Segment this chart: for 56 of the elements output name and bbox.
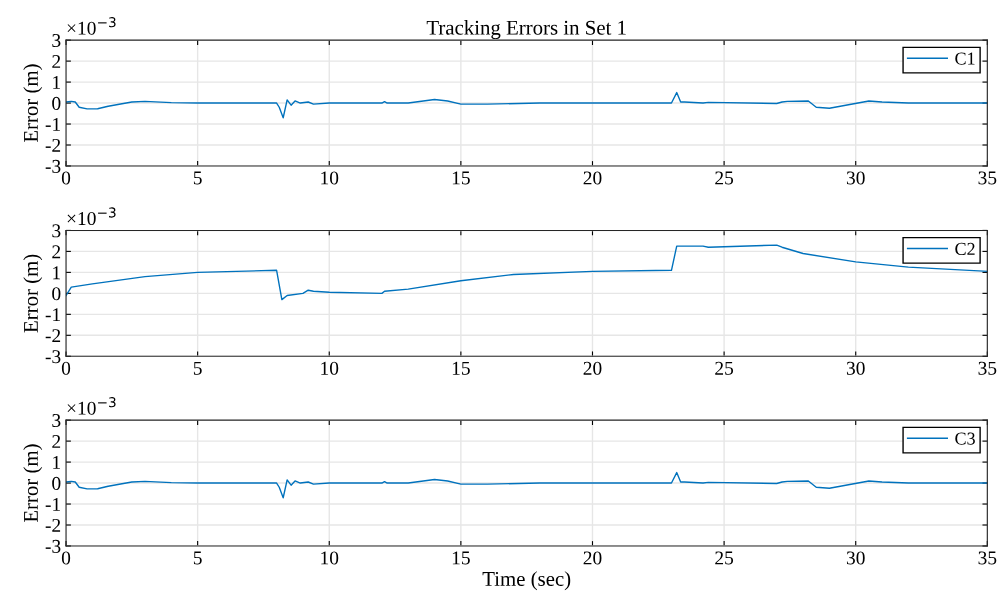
y-tick-label: 2 <box>52 54 61 68</box>
x-tick-label: 20 <box>583 361 602 375</box>
y-tick-label: -3 <box>45 159 61 173</box>
y-tick-label: 3 <box>52 224 61 238</box>
y-axis-title: Error (m) <box>23 64 43 143</box>
text: ×10$^{−3}$ <box>67 17 116 35</box>
y-tick-label: 1 <box>53 266 60 280</box>
y-tick-label: -2 <box>45 518 61 532</box>
y-tick-label: -1 <box>45 308 60 322</box>
x-tick-label: 5 <box>193 361 202 375</box>
x-tick-label: 5 <box>193 171 202 185</box>
y-tick-label: -1 <box>45 497 60 511</box>
line-series <box>66 91 988 119</box>
x-axis-title: Time (sec) <box>482 571 571 591</box>
x-tick-label: 10 <box>321 361 339 375</box>
y-tick-label: 2 <box>52 434 61 448</box>
legend-label: C1 <box>955 52 975 65</box>
x-tick-label: 20 <box>583 551 602 565</box>
y-tick-label: 3 <box>52 414 61 428</box>
line-series <box>66 471 988 499</box>
text: ×10$^{−3}$ <box>67 397 116 415</box>
y-axis-title: Error (m) <box>23 254 43 333</box>
x-tick-label: 30 <box>846 361 865 375</box>
y-tick-label: -3 <box>45 350 61 364</box>
x-tick-label: 30 <box>846 171 865 185</box>
text: ×10$^{−3}$ <box>67 207 116 226</box>
x-tick-label: 35 <box>978 171 997 185</box>
x-tick-label: 25 <box>715 361 734 375</box>
y-tick-label: 1 <box>53 455 60 469</box>
y-tick-label: 3 <box>52 34 61 48</box>
x-tick-label: 35 <box>978 361 997 375</box>
chart-title: Tracking Errors in Set 1 <box>426 20 626 40</box>
line-series <box>66 244 988 301</box>
y-axis-title: Error (m) <box>23 444 43 523</box>
y-tick-label: 2 <box>52 245 61 259</box>
y-tick-label: 0 <box>52 287 61 301</box>
x-tick-label: 15 <box>452 171 470 185</box>
x-tick-label: 10 <box>321 171 339 185</box>
x-tick-label: 25 <box>715 551 734 565</box>
x-tick-label: 10 <box>321 551 339 565</box>
y-tick-label: 0 <box>52 96 61 110</box>
x-tick-label: 25 <box>715 171 734 185</box>
legend-label: C3 <box>955 432 975 445</box>
x-tick-label: 35 <box>978 551 997 565</box>
y-tick-label: -2 <box>45 138 61 152</box>
y-tick-label: 0 <box>52 476 61 490</box>
y-tick-label: -2 <box>45 329 61 343</box>
x-tick-label: 20 <box>583 171 602 185</box>
x-tick-label: 5 <box>193 551 202 565</box>
y-tick-label: -1 <box>45 117 60 131</box>
x-tick-label: 15 <box>452 551 470 565</box>
x-tick-label: 15 <box>452 361 470 375</box>
y-tick-label: -3 <box>45 539 61 553</box>
legend-label: C2 <box>955 242 975 255</box>
x-tick-label: 30 <box>846 551 865 565</box>
y-tick-label: 1 <box>53 75 60 89</box>
